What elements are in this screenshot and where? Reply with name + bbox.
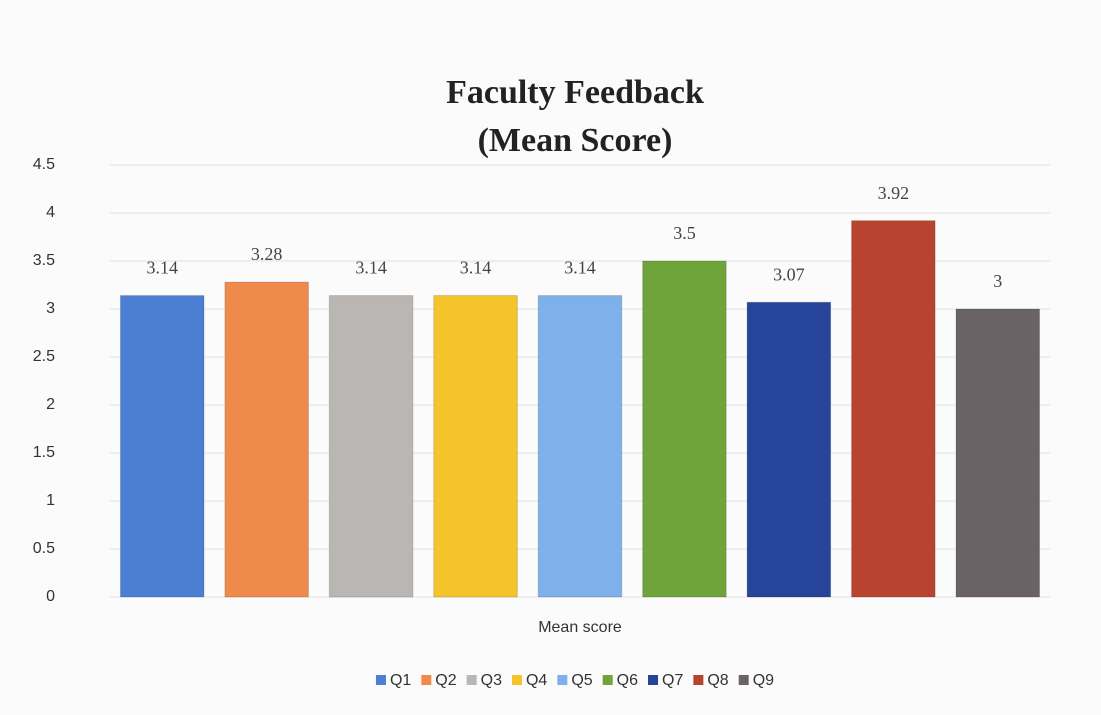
bar — [119, 295, 205, 598]
bar — [955, 308, 1041, 598]
legend-label: Q7 — [662, 672, 683, 689]
legend-label: Q1 — [390, 672, 411, 689]
legend-swatch — [648, 675, 659, 685]
legend-label: Q3 — [481, 672, 502, 689]
bar — [224, 281, 309, 598]
data-label: 3.14 — [355, 258, 387, 278]
x-tick-label: Mean score — [538, 619, 622, 636]
bar — [851, 220, 936, 598]
bar — [328, 295, 414, 598]
y-tick-label: 4 — [46, 204, 55, 221]
legend-swatch — [466, 675, 477, 685]
y-tick-label: 2.5 — [33, 348, 55, 365]
legend-swatch — [375, 675, 386, 685]
chart-subtitle: (Mean Score) — [478, 122, 673, 159]
y-tick-label: 0 — [46, 588, 55, 605]
bar — [537, 295, 623, 598]
legend-swatch — [738, 675, 749, 685]
y-tick-label: 1.5 — [33, 444, 55, 461]
legend-label: Q6 — [617, 672, 638, 689]
legend-swatch — [511, 675, 522, 685]
chart-title: Faculty Feedback — [446, 74, 704, 111]
bar — [746, 301, 832, 598]
y-tick-label: 4.5 — [33, 156, 55, 173]
legend-label: Q2 — [435, 672, 456, 689]
legend-swatch — [557, 675, 568, 685]
data-label: 3 — [993, 271, 1002, 291]
legend-swatch — [693, 675, 704, 685]
data-label: 3.5 — [673, 223, 696, 243]
data-label: 3.92 — [878, 183, 910, 203]
data-label: 3.14 — [146, 258, 178, 278]
legend-label: Q9 — [753, 672, 774, 689]
y-tick-label: 2 — [46, 396, 55, 413]
data-label: 3.14 — [564, 258, 596, 278]
y-tick-label: 0.5 — [33, 540, 55, 557]
bar — [433, 295, 518, 598]
y-tick-label: 3.5 — [33, 252, 55, 269]
legend-label: Q8 — [707, 672, 728, 689]
legend-label: Q4 — [526, 672, 547, 689]
legend-swatch — [421, 675, 432, 685]
y-tick-label: 3 — [46, 300, 55, 317]
data-label: 3.28 — [251, 244, 283, 264]
legend-label: Q5 — [571, 672, 592, 689]
bar — [642, 260, 727, 598]
data-label: 3.14 — [460, 258, 492, 278]
y-tick-label: 1 — [46, 492, 55, 509]
legend-swatch — [602, 675, 613, 685]
data-label: 3.07 — [773, 264, 805, 284]
